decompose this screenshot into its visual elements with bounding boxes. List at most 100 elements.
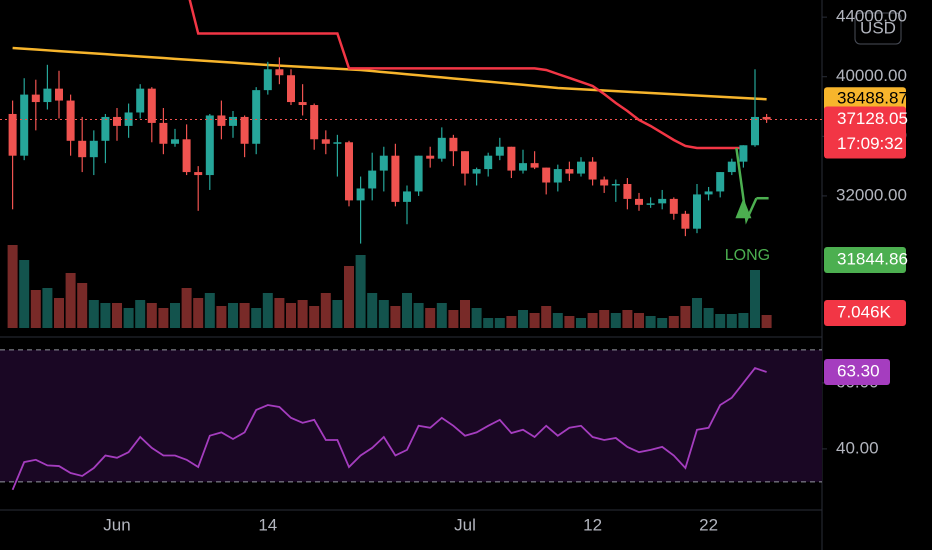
currency-button[interactable] — [854, 12, 902, 45]
volume-bar — [668, 316, 679, 328]
candle-body — [495, 146, 504, 156]
candle-body — [171, 139, 179, 144]
candle-body — [124, 112, 133, 126]
candle-body — [66, 100, 75, 141]
volume-bar — [262, 293, 273, 328]
candle-body — [635, 198, 643, 205]
rsi-badge-bg — [824, 358, 890, 385]
candle-body — [379, 155, 388, 171]
candle-body — [31, 94, 40, 103]
volume-bar — [402, 293, 412, 328]
volume-bar — [286, 303, 296, 328]
candle-body — [310, 105, 319, 140]
volume-bar — [193, 298, 204, 328]
volume-bar — [30, 290, 41, 328]
volume-bar — [413, 303, 424, 328]
candle-body — [275, 69, 284, 76]
candle-body — [762, 116, 771, 120]
candle-body — [20, 94, 29, 156]
volume-bar — [19, 260, 30, 328]
rsi-badge: 63.30 — [837, 361, 880, 380]
candle-body — [182, 139, 191, 173]
volume-bar — [680, 306, 691, 328]
volume-bar — [228, 303, 238, 328]
x-tick-label: Jul — [454, 515, 476, 534]
volume-bar — [576, 318, 586, 328]
volume-badge-bg — [824, 300, 906, 326]
candle-body — [43, 88, 52, 103]
volume-bar — [112, 303, 122, 328]
volume-bar — [216, 306, 227, 328]
volume-bar — [552, 313, 563, 328]
volume-bar — [181, 288, 192, 328]
ma-badge-bg — [824, 87, 906, 112]
candle-body — [542, 167, 551, 183]
x-tick-label: 12 — [583, 515, 602, 534]
currency[interactable]: USD — [860, 18, 896, 37]
candle-body — [600, 179, 609, 186]
volume-bar — [541, 306, 552, 328]
candle-body — [217, 115, 226, 126]
price-badge: 37128.05 — [837, 109, 908, 128]
volume-bar — [599, 310, 610, 328]
y-tick-label: 32000.00 — [836, 185, 907, 204]
volume-bar — [77, 283, 88, 328]
volume-bar — [506, 316, 517, 328]
volume-bar — [726, 314, 737, 328]
volume-bar — [448, 310, 459, 328]
candle-body — [739, 145, 748, 162]
candle-body — [716, 172, 725, 192]
candle-body — [472, 169, 481, 174]
candle-body — [507, 146, 516, 171]
candle-body — [681, 213, 690, 229]
candle-body — [113, 116, 121, 126]
volume-bar — [692, 298, 702, 328]
candle-body — [263, 69, 272, 91]
x-tick-label: Jun — [103, 515, 130, 534]
candle-body — [414, 155, 423, 192]
indicator-line — [188, 0, 744, 150]
candle-body — [55, 88, 63, 101]
candle-body — [403, 191, 411, 202]
volume-bar — [518, 310, 528, 328]
volume-bar — [355, 255, 366, 328]
candle-body — [159, 122, 168, 144]
volume-bar — [645, 316, 656, 328]
candle-body — [704, 191, 713, 195]
candle-body — [321, 139, 330, 144]
candle-body — [345, 142, 353, 201]
volume-bar — [750, 270, 760, 328]
volume-bar — [251, 308, 262, 328]
candle-body — [252, 90, 261, 144]
y-tick-label: 44000.00 — [836, 7, 907, 26]
signal-label: LONG — [725, 247, 770, 264]
ma-badge: 38488.87 — [837, 89, 908, 108]
candle-body — [391, 155, 400, 202]
volume-bar — [65, 273, 76, 328]
volume-bar — [634, 313, 644, 328]
candle-body — [658, 198, 667, 204]
candle-body — [333, 142, 342, 144]
candle-body — [298, 102, 307, 106]
volume-bar — [761, 315, 772, 328]
rsi-line — [11, 366, 767, 491]
candle-body — [588, 161, 597, 180]
volume-bar — [703, 308, 714, 328]
volume-bar — [715, 314, 726, 328]
volume-bar — [657, 318, 668, 328]
x-tick-label: 14 — [258, 515, 277, 534]
candle-body — [368, 170, 377, 189]
volume-bar — [239, 303, 250, 328]
candle-body — [727, 161, 736, 173]
x-tick-label: 22 — [699, 515, 718, 534]
volume-bar — [204, 293, 215, 328]
volume-bar — [622, 310, 633, 328]
candle-body — [136, 88, 145, 113]
volume-bar — [42, 288, 53, 328]
candle-body — [519, 163, 527, 171]
candle-body — [8, 113, 17, 156]
volume-bar — [123, 308, 134, 328]
candle-body — [577, 161, 585, 174]
volume-bar — [436, 303, 447, 328]
